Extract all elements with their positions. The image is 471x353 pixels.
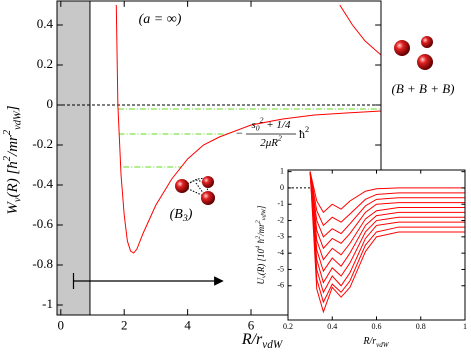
y-axis-label-part: 2 [2,129,13,135]
formula-factor-part: 2 [305,125,309,134]
inset-y-axis-label-part: vdW [261,208,268,220]
y-axis-label-part: vdW [13,110,24,130]
inset-y-axis-label-part: ħ [256,239,266,246]
formula-numerator-part: 2 [260,115,264,124]
atom-icon [417,54,433,70]
atom-icon [175,179,189,193]
x-axis-label-part: vdW [262,338,284,350]
y-tick-label: -0.8 [32,256,53,271]
x-tick-label: 1 [463,322,467,331]
y-axis-label-part: /mr [5,135,21,157]
annotation-part: (B [170,207,184,222]
inset-y-axis-label-part: /mr [256,223,266,237]
curve [309,171,465,250]
curve [309,171,465,214]
inset-x-axis-label: R/rvdW [362,336,389,348]
y-tick-label: 0.4 [37,16,54,31]
y-tick-label: -3 [277,232,284,241]
formula-numerator-part: + 1/4 [263,119,290,131]
inset-y-axis-label: Uν(R) [104 ħ2/mr2vdW] [255,205,268,284]
inset-y-axis-label-part: 2 [255,219,262,223]
curve [339,4,381,56]
y-axis-label-part: W [5,201,21,215]
inset-x-axis-label-part: R/r [362,336,376,347]
annotation: (a = ∞) [139,12,182,27]
y-tick-label: 0.2 [37,56,53,71]
formula-denominator-part: 2 [278,133,282,142]
x-tick-label: 0.8 [416,322,426,331]
curve [309,171,465,273]
curve [309,171,465,294]
x-axis-label: R/rvdW [241,331,284,351]
excluded-region [57,1,90,315]
y-tick-label: -2 [277,215,284,224]
y-tick-label: -4 [277,248,284,257]
y-axis-label: Wν(R) [ħ2/mr2vdW] [2,105,24,214]
atom-icon [201,191,215,205]
formula-denominator: 2μR2 [260,133,282,148]
y-tick-label: 1 [280,166,284,175]
curve [309,171,465,314]
x-tick-label: 6 [248,318,255,333]
annotation: (B + B + B) [391,81,454,96]
atom-icon [202,176,214,188]
x-tick-label: 0.4 [327,322,337,331]
inset-y-axis-label-part: ν [261,275,268,278]
x-axis-label-part: R/r [241,331,263,348]
formula-factor-part: ħ [299,127,305,141]
x-tick-label: 0.6 [372,322,382,331]
annotation: (B3) [170,207,193,224]
formula-sign: − [236,126,243,140]
inset-x-axis-label-part: vdW [376,341,390,349]
plot-area [57,1,381,315]
y-tick-label: -5 [277,264,284,273]
formula-numerator-part: s [252,119,256,131]
y-axis-label-part: ν [13,197,24,202]
inset-y-axis-label-part: (R) [10 [256,248,266,275]
formula-denominator-part: 2μR [260,137,278,149]
inset-y-axis-label-part: ] [256,205,266,210]
y-tick-label: -6 [277,281,284,290]
inset-y-axis-label-part: 2 [255,235,262,239]
inset-y-axis-label-part: 4 [255,246,262,249]
plot-frame [56,0,382,316]
atom-icon [421,36,433,48]
formula-factor: ħ2 [299,125,309,141]
y-tick-label: -0.6 [32,216,53,231]
annotation-part: ) [187,207,193,222]
y-axis-label-part: (R) [ħ [5,161,21,197]
y-tick-label: -0.2 [32,136,53,151]
y-axis-label-part: ] [5,105,21,112]
y-tick-label: 0 [280,183,284,192]
y-tick-label: -1 [42,296,53,311]
formula-numerator-part: 0 [256,123,260,132]
formula-numerator: s02 + 1/4 [252,115,291,132]
x-tick-label: 0 [58,318,65,333]
curve [115,4,381,254]
x-tick-label: 0.2 [283,322,293,331]
plot-area [288,171,465,314]
x-tick-label: 2 [121,318,128,333]
atom-icon [394,40,410,56]
y-tick-label: -1 [277,199,284,208]
curve [309,171,465,261]
y-tick-label: 0 [47,96,54,111]
y-axis-label-part: 2 [2,155,13,161]
annotation-part: 3 [182,213,188,224]
inset-y-axis-label-part: U [256,278,266,285]
curve [309,171,465,284]
curve [309,171,465,304]
curve [309,171,465,238]
curve [309,171,465,227]
y-tick-label: -0.4 [32,176,53,191]
x-tick-label: 4 [184,318,191,333]
